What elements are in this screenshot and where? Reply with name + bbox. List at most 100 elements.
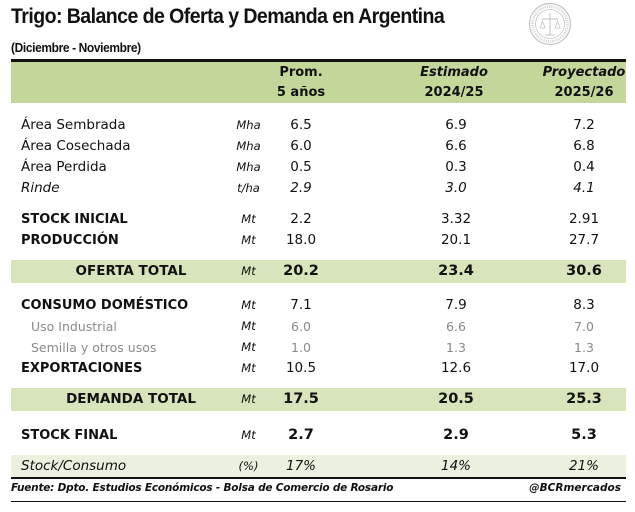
row-label: PRODUCCIÓN [21, 233, 119, 248]
table-row-consumo-domestico: CONSUMO DOMÉSTICO Mt 7.1 7.9 8.3 [11, 295, 626, 316]
value-estimado: 20.1 [440, 232, 472, 248]
table-row-demanda-total: DEMANDA TOTAL Mt 17.5 20.5 25.3 [11, 389, 626, 410]
value-prom: 10.5 [285, 360, 317, 376]
row-unit: Mha [236, 118, 261, 132]
column-header-estimado: Estimado 2024/25 [409, 63, 499, 103]
value-estimado: 7.9 [445, 297, 467, 313]
table-row-semilla: Semilla y otros usos Mt 1.0 1.3 1.3 [11, 337, 626, 358]
value-proyectado: 30.6 [566, 263, 602, 279]
value-prom: 18.0 [285, 232, 317, 248]
row-unit: Mt [241, 319, 256, 333]
social-handle: @BCRmercados [529, 482, 621, 494]
row-label: Área Cosechada [21, 138, 131, 154]
row-label: STOCK INICIAL [21, 212, 128, 227]
value-estimado: 23.4 [438, 263, 474, 279]
table-row-exportaciones: EXPORTACIONES Mt 10.5 12.6 17.0 [11, 358, 626, 379]
table-row-produccion: PRODUCCIÓN Mt 18.0 20.1 27.7 [11, 230, 626, 251]
value-prom: 17% [285, 458, 316, 474]
row-unit: t/ha [237, 181, 260, 195]
row-unit: Mha [236, 160, 261, 174]
row-unit: Mt [241, 212, 256, 226]
column-header-line2: 5 años [276, 85, 326, 100]
row-unit: Mt [241, 340, 256, 354]
value-proyectado: 2.91 [568, 211, 600, 227]
table-header: Prom. 5 años Estimado 2024/25 Proyectado… [11, 62, 626, 103]
value-proyectado: 5.3 [571, 427, 597, 443]
value-prom: 1.0 [291, 340, 311, 355]
page-title: Trigo: Balance de Oferta y Demanda en Ar… [11, 5, 445, 28]
value-estimado: 12.6 [440, 360, 472, 376]
row-label: Semilla y otros usos [31, 340, 157, 355]
row-unit: Mt [241, 264, 256, 278]
oferta-total-band [11, 260, 626, 283]
table-row-area-sembrada: Área Sembrada Mha 6.5 6.9 7.2 [11, 115, 626, 136]
row-unit: Mt [241, 298, 256, 312]
value-proyectado: 21% [568, 458, 599, 474]
column-header-proyectado: Proyectado 2025/26 [534, 63, 634, 103]
table-row-stock-inicial: STOCK INICIAL Mt 2.2 3.32 2.91 [11, 209, 626, 230]
value-prom: 2.2 [290, 211, 312, 227]
value-estimado: 6.6 [445, 138, 467, 154]
value-proyectado: 7.0 [574, 319, 594, 334]
row-label: EXPORTACIONES [21, 361, 143, 376]
row-unit: Mt [241, 233, 256, 247]
column-header-line1: Proyectado [542, 65, 626, 80]
value-prom: 2.9 [290, 180, 312, 196]
table-row-area-perdida: Área Perdida Mha 0.5 0.3 0.4 [11, 157, 626, 178]
bcr-seal-icon [528, 2, 572, 46]
row-label: DEMANDA TOTAL [66, 391, 196, 407]
value-estimado: 1.3 [446, 340, 466, 355]
footer-bottom-border [11, 501, 626, 502]
table-row-rinde: Rinde t/ha 2.9 3.0 4.1 [11, 178, 626, 199]
row-label: Rinde [21, 180, 60, 196]
row-label: CONSUMO DOMÉSTICO [21, 298, 189, 313]
value-estimado: 6.6 [446, 319, 466, 334]
demanda-total-band [11, 388, 626, 411]
row-label: OFERTA TOTAL [75, 263, 187, 279]
column-header-prom: Prom. 5 años [256, 63, 346, 103]
value-proyectado: 17.0 [568, 360, 600, 376]
column-header-line2: 2025/26 [554, 85, 614, 100]
column-header-line2: 2024/25 [424, 85, 484, 100]
column-header-line1: Estimado [420, 65, 488, 80]
value-prom: 17.5 [283, 391, 319, 407]
value-estimado: 6.9 [445, 117, 467, 133]
table-top-border [11, 59, 626, 62]
row-label: Uso Industrial [31, 319, 117, 334]
row-label: Stock/Consumo [21, 458, 127, 474]
value-proyectado: 25.3 [566, 391, 602, 407]
value-estimado: 3.0 [445, 180, 467, 196]
value-prom: 20.2 [283, 263, 319, 279]
page-subtitle: (Diciembre - Noviembre) [11, 40, 141, 55]
table-row-stock-consumo: Stock/Consumo (%) 17% 14% 21% [11, 456, 626, 477]
value-estimado: 14% [440, 458, 471, 474]
value-proyectado: 4.1 [573, 180, 595, 196]
row-label: Área Sembrada [21, 117, 126, 133]
row-unit: Mt [241, 428, 256, 442]
column-header-line1: Prom. [279, 65, 323, 80]
value-prom: 6.0 [290, 138, 312, 154]
table-row-stock-final: STOCK FINAL Mt 2.7 2.9 5.3 [11, 425, 626, 446]
value-proyectado: 0.4 [573, 159, 595, 175]
value-estimado: 20.5 [438, 391, 474, 407]
row-unit: Mt [241, 392, 256, 406]
row-unit: Mha [236, 139, 261, 153]
value-estimado: 2.9 [443, 427, 469, 443]
value-prom: 6.0 [291, 319, 311, 334]
value-proyectado: 6.8 [573, 138, 595, 154]
value-prom: 2.7 [288, 427, 314, 443]
value-proyectado: 27.7 [568, 232, 600, 248]
table-row-oferta-total: OFERTA TOTAL Mt 20.2 23.4 30.6 [11, 261, 626, 282]
table-row-area-cosechada: Área Cosechada Mha 6.0 6.6 6.8 [11, 136, 626, 157]
table-row-uso-industrial: Uso Industrial Mt 6.0 6.6 7.0 [11, 316, 626, 337]
source-note: Fuente: Dpto. Estudios Económicos - Bols… [11, 482, 394, 494]
value-proyectado: 7.2 [573, 117, 595, 133]
value-prom: 0.5 [290, 159, 312, 175]
value-proyectado: 8.3 [573, 297, 595, 313]
table-bottom-border [11, 477, 626, 479]
value-proyectado: 1.3 [574, 340, 594, 355]
value-estimado: 0.3 [445, 159, 467, 175]
stock-consumo-band [11, 455, 626, 477]
value-prom: 6.5 [290, 117, 312, 133]
row-unit: Mt [241, 361, 256, 375]
